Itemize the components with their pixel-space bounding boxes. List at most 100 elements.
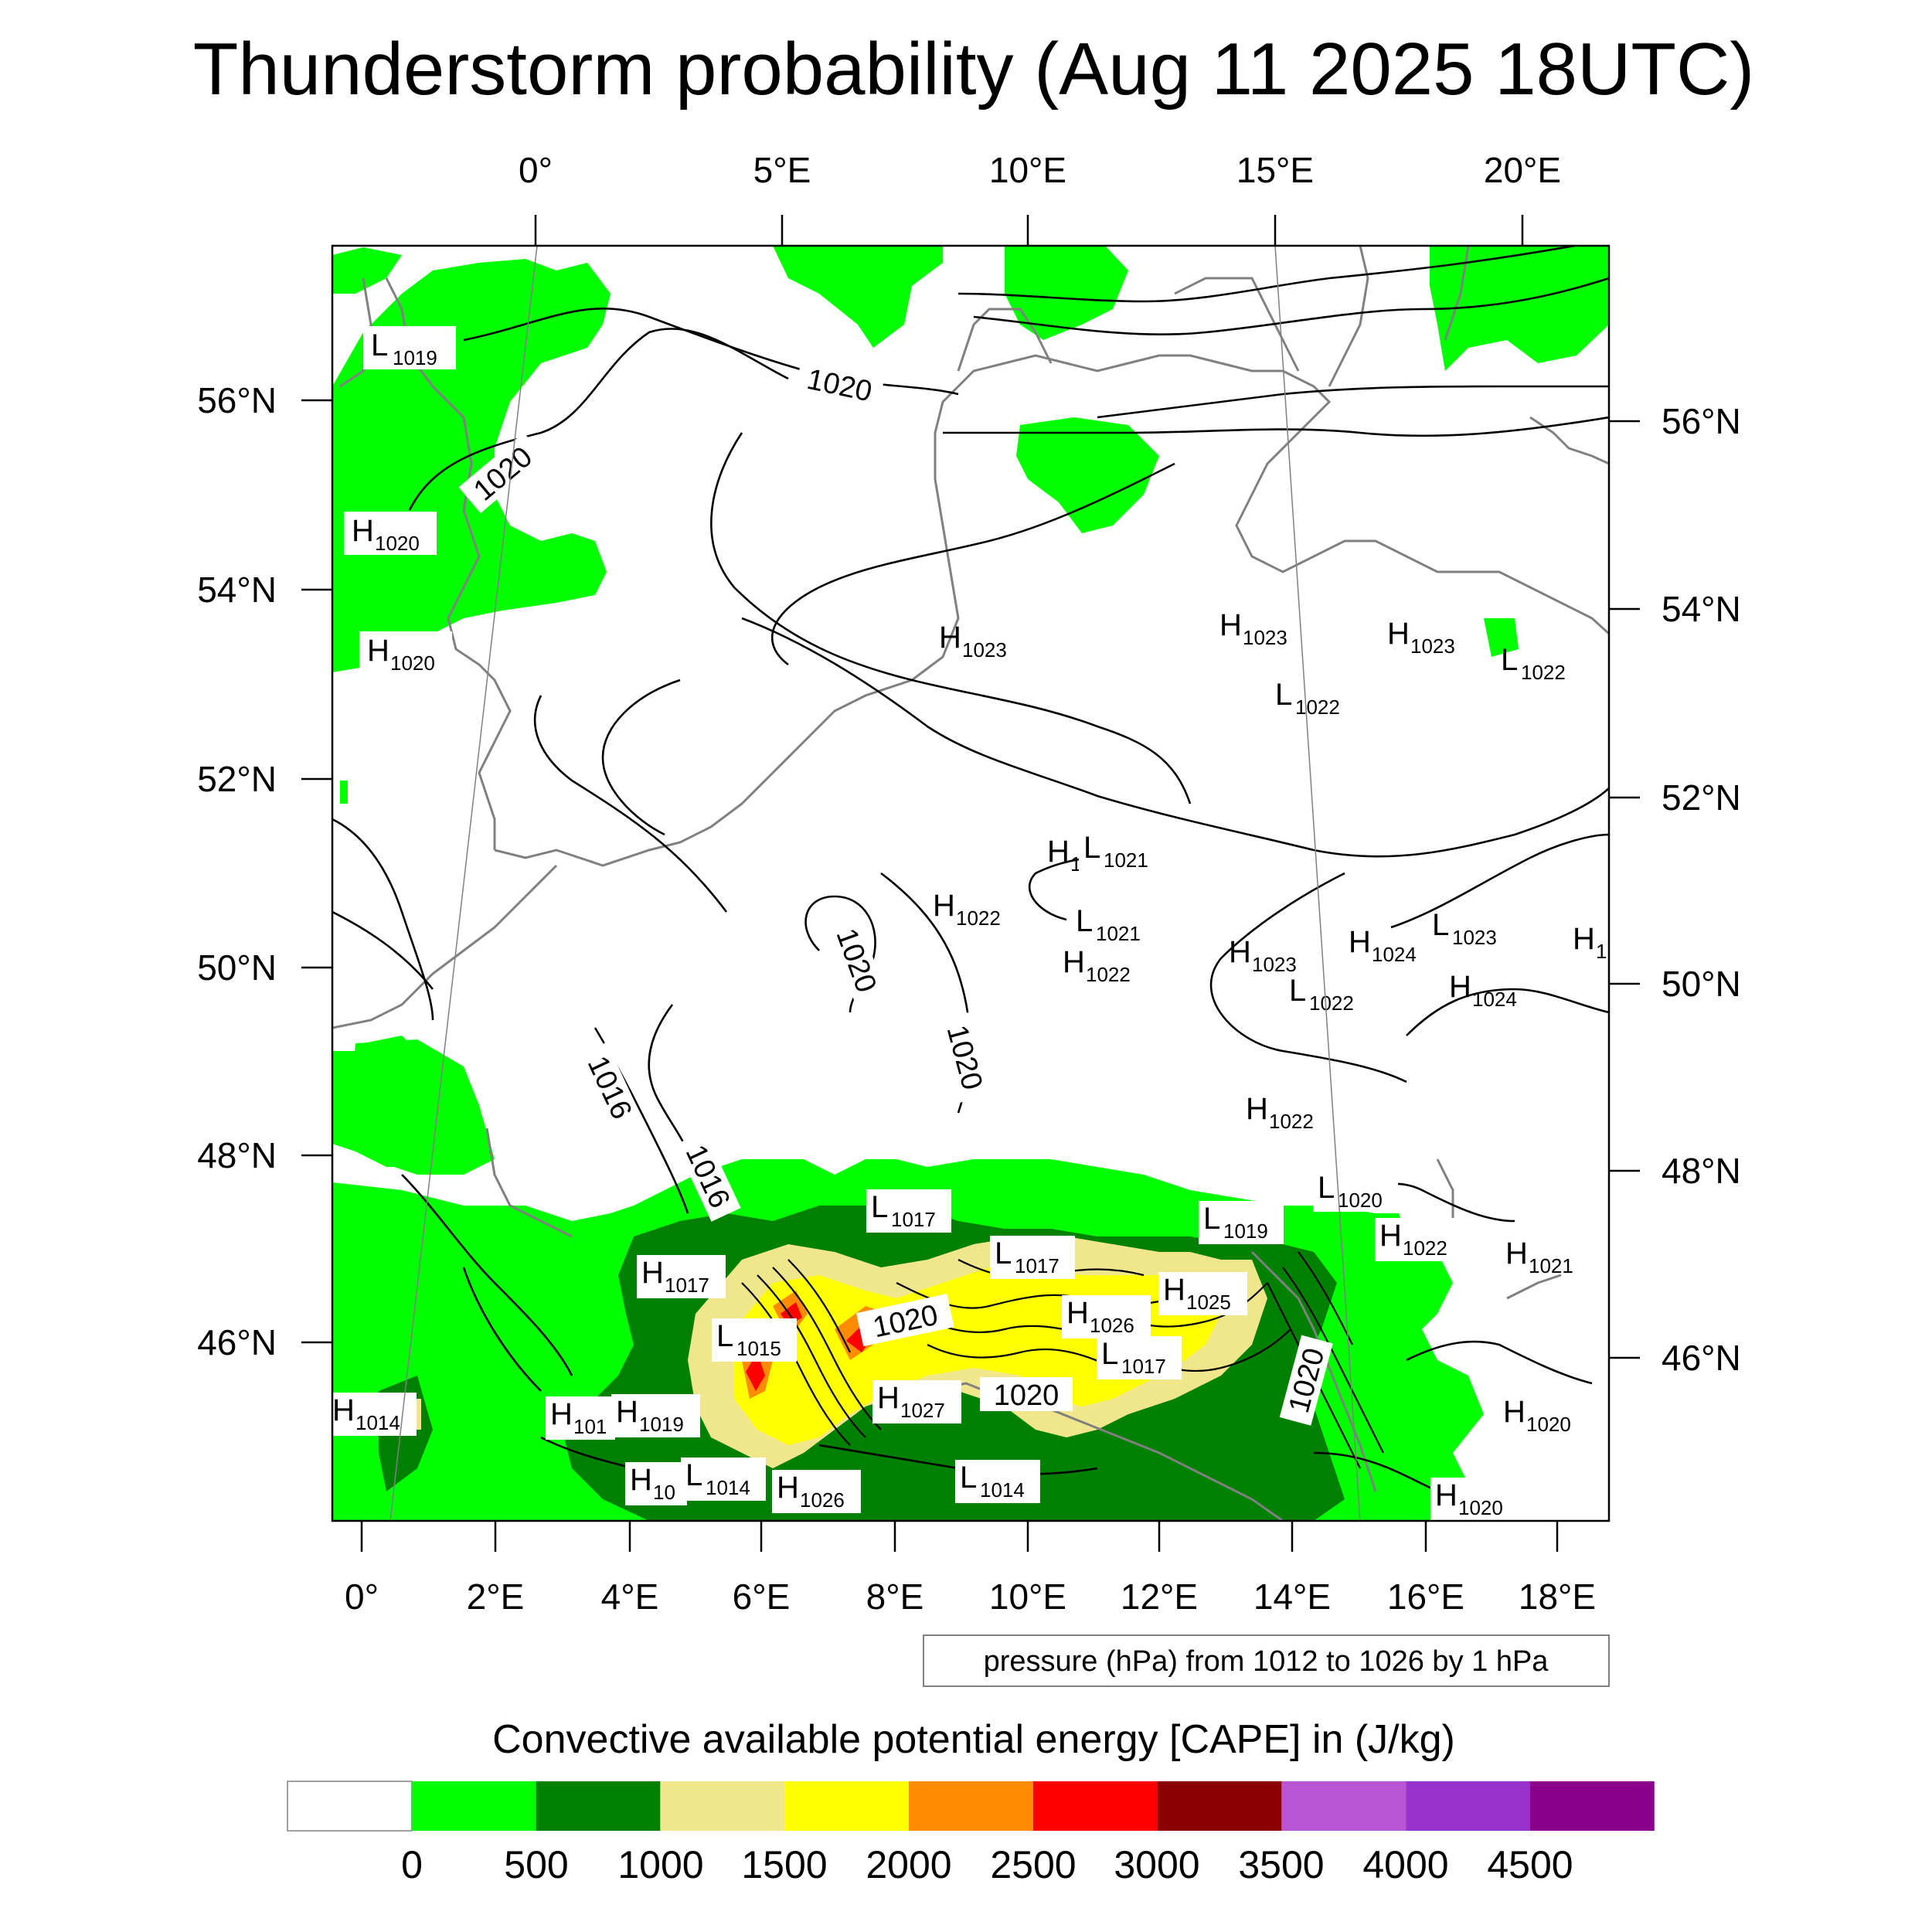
- svg-text:1024: 1024: [1472, 988, 1517, 1011]
- lon-label: 16°E: [1387, 1577, 1464, 1617]
- svg-text:1022: 1022: [1521, 661, 1566, 684]
- lon-label: 5°E: [753, 150, 811, 190]
- svg-text:H: H: [1229, 935, 1251, 969]
- colorbar-box: [909, 1781, 1033, 1831]
- colorbar-tick: 500: [504, 1843, 568, 1886]
- lat-label: 56°N: [197, 380, 277, 420]
- svg-text:1017: 1017: [1015, 1254, 1060, 1277]
- lon-label: 20°E: [1484, 150, 1561, 190]
- svg-text:H: H: [1449, 970, 1471, 1004]
- svg-text:H: H: [1503, 1395, 1526, 1429]
- lon-label: 6°E: [733, 1577, 791, 1617]
- svg-text:L: L: [960, 1461, 977, 1495]
- pressure-center-label: L 1022: [1275, 678, 1340, 719]
- pressure-center-label: H 1022: [1375, 1218, 1464, 1261]
- lat-label: 46°N: [1662, 1338, 1741, 1378]
- pressure-center-label: H 1020: [1503, 1395, 1571, 1436]
- lat-label: 56°N: [1662, 401, 1741, 441]
- svg-text:L: L: [1076, 904, 1093, 938]
- svg-text:1022: 1022: [1086, 963, 1131, 986]
- svg-text:1023: 1023: [962, 638, 1007, 662]
- pressure-center-label: H 10: [625, 1462, 687, 1505]
- svg-text:H: H: [641, 1256, 664, 1290]
- contour-info-text: pressure (hPa) from 1012 to 1026 by 1 hP…: [984, 1645, 1549, 1678]
- svg-text:1023: 1023: [1410, 634, 1455, 658]
- pressure-center-label: H 1026: [772, 1470, 861, 1513]
- lat-label: 50°N: [197, 947, 277, 988]
- svg-text:H: H: [1047, 835, 1070, 869]
- pressure-center-label: L 1021: [1076, 904, 1141, 945]
- pressure-center-label: L 1019: [363, 326, 456, 369]
- lon-label: 15°E: [1236, 150, 1314, 190]
- pressure-center-label: H 1: [1573, 922, 1607, 963]
- svg-text:H: H: [939, 621, 961, 655]
- axis-ticks: [301, 215, 1640, 1552]
- pressure-centers: L 1019 H 1020 H 1020 H 1023 H 1023: [328, 326, 1607, 1521]
- svg-text:1020: 1020: [1526, 1413, 1571, 1436]
- pressure-center-label: H 1024: [1349, 925, 1417, 966]
- colorbar-tick: 2000: [866, 1843, 951, 1886]
- svg-text:L: L: [1501, 643, 1518, 677]
- pressure-center-label: H 101: [546, 1396, 615, 1440]
- svg-text:1021: 1021: [1096, 922, 1141, 945]
- svg-text:1022: 1022: [1295, 696, 1340, 719]
- lon-label: 0°: [519, 150, 553, 190]
- pressure-center-label: H 1020: [344, 512, 437, 555]
- lon-label: 10°E: [989, 1577, 1066, 1617]
- svg-text:H: H: [1163, 1273, 1185, 1307]
- svg-text:1020: 1020: [994, 1379, 1060, 1412]
- pressure-center-label: H 1017: [637, 1255, 726, 1298]
- svg-text:1017: 1017: [891, 1208, 936, 1231]
- svg-text:L: L: [995, 1236, 1012, 1270]
- svg-text:1026: 1026: [800, 1488, 845, 1512]
- svg-text:L: L: [716, 1319, 733, 1353]
- svg-text:1022: 1022: [956, 906, 1001, 930]
- svg-text:H: H: [1066, 1296, 1089, 1330]
- svg-text:1: 1: [1596, 940, 1607, 963]
- pressure-center-label: L 1017: [990, 1236, 1075, 1279]
- svg-text:H: H: [630, 1463, 652, 1497]
- colorbar-box: [411, 1781, 536, 1831]
- svg-text:H: H: [1505, 1236, 1528, 1270]
- colorbar-box: [1281, 1781, 1406, 1831]
- svg-text:H: H: [367, 634, 389, 668]
- svg-text:L: L: [1203, 1202, 1220, 1236]
- lat-label: 54°N: [1662, 589, 1741, 629]
- pressure-center-label: H 1014: [328, 1393, 417, 1436]
- colorbar-tick: 2500: [990, 1843, 1076, 1886]
- colorbar-tick: 4000: [1362, 1843, 1448, 1886]
- colorbar-box: [1032, 1781, 1158, 1831]
- svg-text:1022: 1022: [1269, 1110, 1314, 1133]
- lat-label: 46°N: [197, 1322, 277, 1362]
- svg-text:1014: 1014: [980, 1478, 1025, 1502]
- colorbar-box: [660, 1781, 785, 1831]
- svg-text:H: H: [1387, 617, 1410, 651]
- figure-title: Thunderstorm probability (Aug 11 2025 18…: [193, 28, 1755, 111]
- svg-text:1019: 1019: [639, 1413, 684, 1436]
- pressure-center-label: L 1022: [1501, 643, 1566, 684]
- svg-text:1021: 1021: [1529, 1254, 1573, 1277]
- pressure-center-label: H 1026: [1062, 1295, 1151, 1338]
- svg-text:1014: 1014: [355, 1411, 400, 1434]
- pressure-center-label: H 1020: [1430, 1478, 1519, 1521]
- pressure-center-label: L 1017: [866, 1189, 951, 1233]
- lat-label: 48°N: [197, 1135, 277, 1175]
- svg-text:101: 101: [573, 1415, 607, 1438]
- svg-text:1022: 1022: [1403, 1236, 1447, 1260]
- pressure-center-label: H 1023: [1229, 935, 1297, 976]
- colorbar-tick: 3000: [1114, 1843, 1199, 1886]
- svg-text:1024: 1024: [1372, 943, 1417, 966]
- pressure-center-label: L 1015: [712, 1318, 797, 1362]
- pressure-center-label: H 1022: [933, 889, 1001, 930]
- svg-text:1023: 1023: [1452, 926, 1497, 949]
- svg-text:H: H: [1379, 1219, 1402, 1253]
- colorbar-boxes: [287, 1781, 1655, 1832]
- svg-text:1020: 1020: [390, 651, 435, 675]
- svg-text:1026: 1026: [1090, 1314, 1134, 1337]
- svg-text:1025: 1025: [1186, 1291, 1231, 1314]
- colorbar: Convective available potential energy [C…: [287, 1717, 1655, 1886]
- svg-text:H: H: [616, 1395, 638, 1429]
- svg-text:1020: 1020: [1338, 1189, 1383, 1212]
- lat-label: 48°N: [1662, 1151, 1741, 1191]
